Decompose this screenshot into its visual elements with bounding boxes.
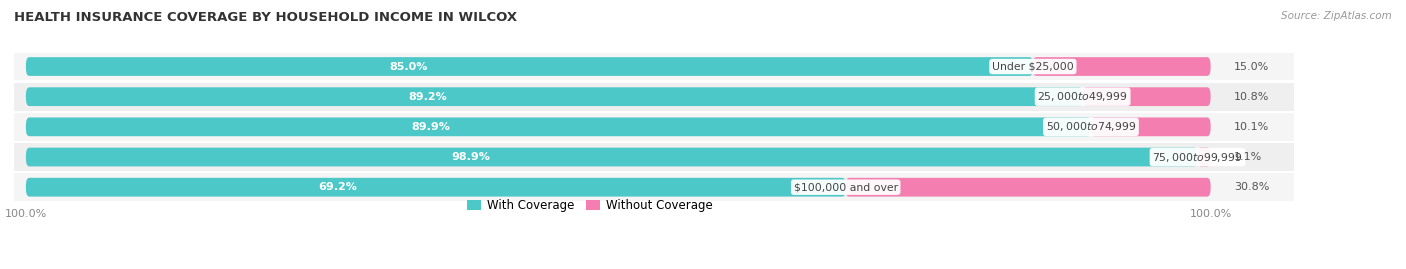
Text: 100.0%: 100.0% <box>1189 209 1232 219</box>
Legend: With Coverage, Without Coverage: With Coverage, Without Coverage <box>463 194 717 217</box>
Text: 10.1%: 10.1% <box>1234 122 1270 132</box>
FancyBboxPatch shape <box>1091 118 1211 136</box>
FancyBboxPatch shape <box>25 118 1211 136</box>
Text: 89.2%: 89.2% <box>408 92 447 102</box>
Text: 98.9%: 98.9% <box>451 152 491 162</box>
FancyBboxPatch shape <box>25 118 1091 136</box>
Text: $75,000 to $99,999: $75,000 to $99,999 <box>1153 151 1243 164</box>
Text: Under $25,000: Under $25,000 <box>993 62 1074 72</box>
Text: 1.1%: 1.1% <box>1234 152 1263 162</box>
Bar <box>14 173 1294 201</box>
Text: Source: ZipAtlas.com: Source: ZipAtlas.com <box>1281 11 1392 21</box>
FancyBboxPatch shape <box>25 87 1083 106</box>
FancyBboxPatch shape <box>25 87 1211 106</box>
Text: HEALTH INSURANCE COVERAGE BY HOUSEHOLD INCOME IN WILCOX: HEALTH INSURANCE COVERAGE BY HOUSEHOLD I… <box>14 11 517 24</box>
Text: 15.0%: 15.0% <box>1234 62 1270 72</box>
FancyBboxPatch shape <box>1083 87 1211 106</box>
FancyBboxPatch shape <box>25 57 1211 76</box>
Text: $100,000 and over: $100,000 and over <box>793 182 898 192</box>
Text: 69.2%: 69.2% <box>318 182 357 192</box>
FancyBboxPatch shape <box>1033 57 1211 76</box>
Bar <box>14 113 1294 141</box>
Text: 100.0%: 100.0% <box>4 209 46 219</box>
Text: $25,000 to $49,999: $25,000 to $49,999 <box>1038 90 1128 103</box>
Text: 85.0%: 85.0% <box>389 62 427 72</box>
FancyBboxPatch shape <box>1198 148 1211 167</box>
Text: $50,000 to $74,999: $50,000 to $74,999 <box>1046 120 1136 133</box>
Bar <box>14 143 1294 171</box>
Bar <box>14 83 1294 111</box>
Text: 30.8%: 30.8% <box>1234 182 1270 192</box>
Text: 10.8%: 10.8% <box>1234 92 1270 102</box>
FancyBboxPatch shape <box>846 178 1211 197</box>
Bar <box>14 53 1294 80</box>
FancyBboxPatch shape <box>25 148 1198 167</box>
FancyBboxPatch shape <box>25 148 1211 167</box>
FancyBboxPatch shape <box>25 178 846 197</box>
Text: 89.9%: 89.9% <box>411 122 450 132</box>
FancyBboxPatch shape <box>25 57 1033 76</box>
FancyBboxPatch shape <box>25 178 1211 197</box>
